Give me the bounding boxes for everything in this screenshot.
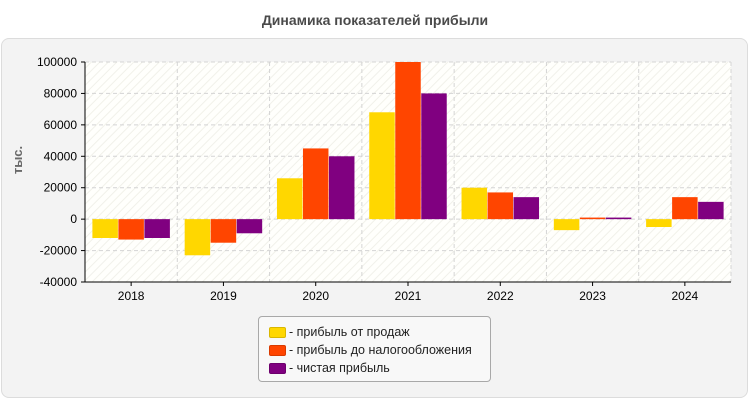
x-tick-label: 2020 xyxy=(302,289,329,303)
bar-series2-2024 xyxy=(672,197,698,220)
bar-series2-2021 xyxy=(395,62,421,220)
bar-series3-2018 xyxy=(144,219,170,238)
y-axis-label: тыс. xyxy=(10,146,25,174)
bar-series3-2021 xyxy=(421,93,447,220)
bar-series1-2022 xyxy=(461,187,488,220)
legend-item-sales-profit: - прибыль от продаж xyxy=(269,323,490,341)
x-axis-ticks: 2018 2019 2020 2021 2022 2023 2024 xyxy=(118,282,699,303)
legend-item-net-profit: - чистая прибыль xyxy=(269,359,490,377)
bar-series2-2022 xyxy=(487,192,514,220)
bar-series3-2019 xyxy=(236,219,263,234)
bar-series3-2020 xyxy=(328,156,355,220)
y-tick-label: 60000 xyxy=(44,118,78,132)
y-tick-label: -40000 xyxy=(40,275,78,289)
bar-series1-2020 xyxy=(276,178,303,220)
y-tick-label: 100000 xyxy=(37,55,77,69)
x-tick-label: 2024 xyxy=(672,289,699,303)
legend-label-sales-profit: - прибыль от продаж xyxy=(289,325,410,339)
chart-title: Динамика показателей прибыли xyxy=(261,12,489,28)
x-tick-label: 2019 xyxy=(210,289,237,303)
bar-series1-2023 xyxy=(553,219,580,231)
legend-swatch-pretax-profit xyxy=(269,344,286,356)
x-tick-label: 2022 xyxy=(487,289,514,303)
bar-series3-2022 xyxy=(513,197,540,220)
y-tick-label: 80000 xyxy=(44,86,78,100)
x-tick-label: 2018 xyxy=(118,289,145,303)
bar-series2-2023 xyxy=(579,217,606,220)
legend-label-net-profit: - чистая прибыль xyxy=(289,361,390,375)
bars-group xyxy=(92,62,724,256)
bar-series2-2018 xyxy=(118,219,144,240)
bar-series1-2018 xyxy=(92,219,118,238)
legend: - прибыль от продаж - прибыль до налогоо… xyxy=(258,316,491,382)
bar-series2-2020 xyxy=(302,148,329,220)
bar-series1-2019 xyxy=(184,219,211,256)
legend-swatch-net-profit xyxy=(269,362,286,374)
y-tick-label: 0 xyxy=(70,212,77,226)
legend-item-pretax-profit: - прибыль до налогообложения xyxy=(269,341,490,359)
bar-series3-2023 xyxy=(605,217,632,220)
bar-series1-2024 xyxy=(646,219,672,227)
y-tick-label: -20000 xyxy=(40,244,78,258)
y-tick-label: 20000 xyxy=(44,181,78,195)
bar-series1-2021 xyxy=(369,112,395,220)
legend-label-pretax-profit: - прибыль до налогообложения xyxy=(289,343,472,357)
y-tick-label: 40000 xyxy=(44,149,78,163)
bar-series2-2019 xyxy=(210,219,237,243)
x-tick-label: 2021 xyxy=(395,289,422,303)
bar-series3-2024 xyxy=(698,201,724,220)
legend-swatch-sales-profit xyxy=(269,326,286,338)
y-axis-ticks: -40000 -20000 0 20000 40000 60000 80000 100000 xyxy=(37,55,85,289)
x-tick-label: 2023 xyxy=(579,289,606,303)
